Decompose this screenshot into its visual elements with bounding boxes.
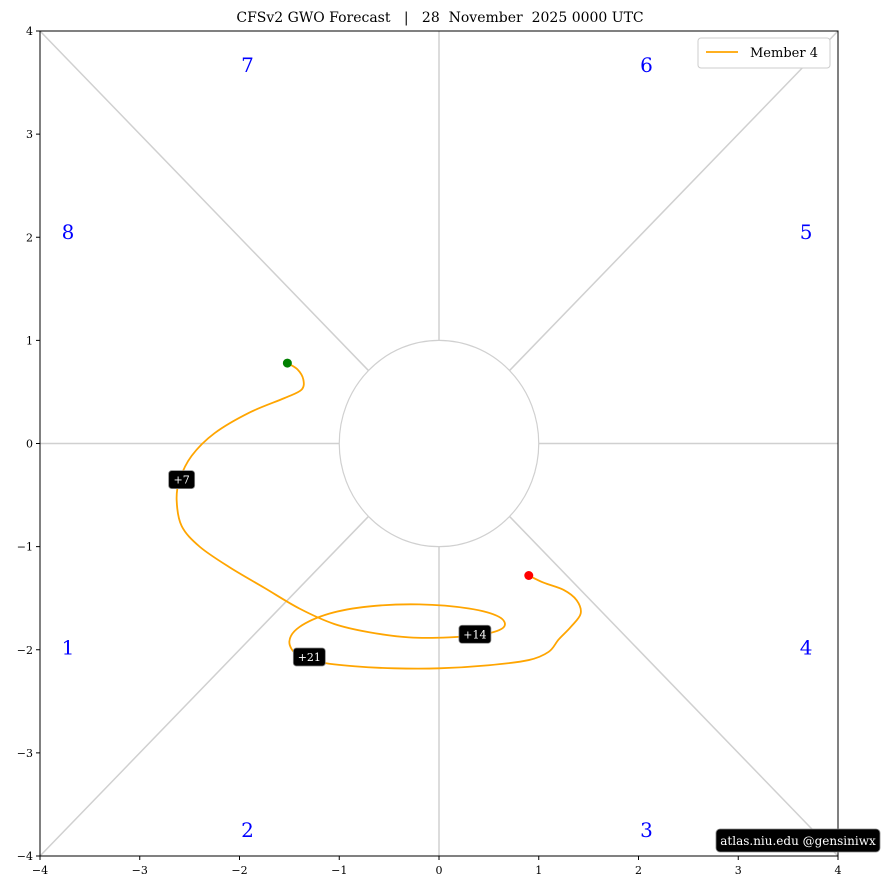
phase-label: 6: [640, 53, 653, 77]
x-tick-label: 2: [635, 864, 642, 877]
guide-line: [39, 515, 370, 857]
x-tick-label: 0: [436, 864, 443, 877]
phase-label: 5: [800, 220, 813, 244]
y-tick-label: 2: [26, 231, 33, 244]
guide-line: [508, 30, 839, 372]
chart-title: CFSv2 GWO Forecast | 28 November 2025 00…: [236, 10, 643, 26]
y-tick-label: −1: [17, 541, 33, 554]
unit-circle: [338, 339, 540, 548]
phase-labels: 1 2 3 4 5 6 7 8: [62, 53, 813, 842]
x-tick-label: −1: [331, 864, 347, 877]
phase-label: 3: [640, 818, 653, 842]
x-tick-label: −3: [132, 864, 148, 877]
y-tick-label: 1: [26, 334, 33, 347]
x-tick-label: 1: [535, 864, 542, 877]
start-point-marker: [282, 358, 292, 368]
x-tick-label: −2: [231, 864, 247, 877]
x-tick-label: 4: [835, 864, 842, 877]
day-labels: +7 +14 +21: [168, 470, 492, 667]
day-label-box: [458, 624, 492, 644]
legend-label: Member 4: [750, 46, 818, 61]
phase-guide-lines: [39, 30, 839, 857]
guide-line: [508, 515, 839, 857]
credit-text: atlas.niu.edu @gensiniwx: [720, 834, 876, 848]
axis-ticks: −4 −3 −2 −1 0 1 2 3 4 −4 −3 −2 −1 0 1 2 3 4: [17, 25, 842, 877]
plot-frame: [39, 30, 839, 857]
day-label: +7: [174, 474, 190, 487]
y-tick-label: 3: [26, 128, 33, 141]
y-tick-label: 4: [26, 25, 33, 38]
day-label: +21: [298, 651, 321, 664]
x-tick-label: 3: [735, 864, 742, 877]
y-tick-label: −4: [17, 850, 33, 863]
phase-label: 8: [62, 220, 75, 244]
end-point-marker: [524, 571, 534, 580]
legend: Member 4: [697, 37, 831, 69]
y-tick-label: 0: [26, 438, 33, 451]
day-label: +14: [463, 628, 486, 641]
phase-label: 2: [241, 818, 254, 842]
phase-label: 7: [241, 53, 254, 77]
phase-label: 1: [62, 636, 75, 660]
credit-badge: atlas.niu.edu @gensiniwx: [715, 828, 881, 853]
guide-line: [39, 30, 370, 372]
day-label-box: [168, 470, 196, 489]
x-tick-label: −4: [32, 864, 48, 877]
series-line-member-4: [175, 362, 582, 670]
series-layer: [175, 358, 582, 670]
day-label-box: [292, 647, 326, 667]
credit-box: [715, 828, 881, 853]
legend-box: [697, 37, 831, 69]
phase-label: 4: [800, 636, 813, 660]
y-tick-label: −3: [17, 747, 33, 760]
y-tick-label: −2: [17, 644, 33, 657]
